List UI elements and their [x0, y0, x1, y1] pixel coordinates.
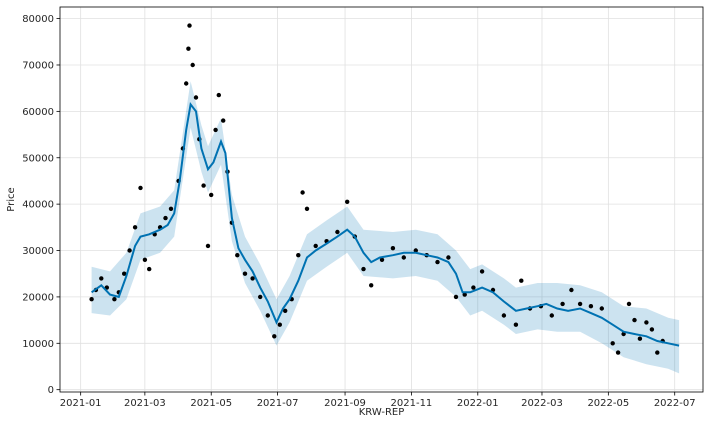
- observation-point: [184, 81, 189, 86]
- observation-point: [304, 206, 310, 211]
- x-tick-label: 2022-07: [654, 398, 696, 409]
- y-tick-label: 50000: [22, 153, 54, 164]
- uncertainty-band: [91, 81, 680, 374]
- forecast-line: [91, 101, 680, 347]
- observation-point: [519, 278, 524, 283]
- observation-point: [513, 322, 519, 327]
- observation-point: [163, 215, 168, 221]
- x-tick-label: 2021-11: [391, 398, 433, 409]
- observation-point: [501, 313, 507, 318]
- y-tick-label: 40000: [22, 200, 54, 211]
- observation-point: [361, 266, 366, 272]
- y-axis-ticks: 0 10000 20000 30000 40000 50000 60000 70000 8000…: [22, 14, 60, 396]
- observation-point: [216, 92, 221, 98]
- observation-point: [213, 127, 218, 133]
- observation-point: [401, 255, 406, 260]
- observation-point: [300, 190, 305, 195]
- observation-point: [462, 292, 467, 297]
- observation-point: [99, 276, 104, 281]
- observation-point: [201, 183, 206, 188]
- observation-point: [615, 350, 621, 355]
- observation-point: [265, 313, 270, 318]
- observation-point: [142, 257, 148, 262]
- observation-point: [89, 297, 94, 302]
- observation-point: [390, 246, 396, 251]
- y-tick-label: 0: [48, 385, 54, 396]
- observation-point: [379, 257, 385, 262]
- x-tick-label: 2021-01: [60, 398, 102, 409]
- observation-point: [235, 253, 240, 258]
- observation-point: [446, 255, 451, 260]
- observation-point: [413, 248, 418, 253]
- y-tick-label: 30000: [22, 246, 54, 257]
- observation-point: [577, 301, 583, 307]
- observation-point: [644, 320, 649, 325]
- observation-point: [632, 317, 637, 323]
- observation-point: [626, 301, 632, 307]
- observation-point: [479, 269, 485, 274]
- observation-point: [258, 294, 263, 300]
- observation-point: [138, 185, 143, 191]
- observation-point: [221, 118, 226, 123]
- observation-point: [610, 341, 615, 346]
- observation-point: [453, 294, 459, 300]
- observation-point: [560, 301, 565, 307]
- observation-point: [637, 336, 643, 341]
- observation-point: [242, 271, 248, 276]
- observation-point: [132, 225, 138, 230]
- y-axis-label: Price: [6, 187, 17, 211]
- observation-point: [549, 313, 554, 318]
- observation-point: [649, 327, 655, 332]
- observation-point: [209, 192, 214, 198]
- x-tick-label: 2022-03: [521, 398, 563, 409]
- y-tick-label: 70000: [22, 60, 54, 71]
- observation-point: [187, 23, 192, 28]
- observation-point: [283, 308, 288, 313]
- observation-point: [435, 259, 440, 265]
- y-tick-label: 10000: [22, 339, 54, 350]
- plot-frame: [59, 6, 704, 393]
- y-tick-label: 20000: [22, 292, 54, 303]
- observation-point: [127, 248, 132, 253]
- x-tick-label: 2021-07: [257, 398, 299, 409]
- observation-point: [272, 334, 277, 339]
- observation-point: [569, 287, 574, 293]
- x-tick-label: 2022-01: [457, 398, 499, 409]
- observation-point: [168, 206, 174, 211]
- observation-point: [313, 243, 318, 249]
- x-tick-label: 2021-03: [124, 398, 166, 409]
- observation-point: [471, 285, 476, 290]
- y-tick-label: 80000: [22, 14, 54, 25]
- x-tick-label: 2021-05: [190, 398, 232, 409]
- observation-point: [277, 322, 282, 327]
- observation-point: [122, 271, 127, 276]
- observation-point: [205, 243, 211, 249]
- observation-point: [335, 229, 340, 235]
- observation-point: [147, 266, 152, 272]
- observation-point: [112, 297, 117, 302]
- observation-point: [193, 95, 199, 100]
- grid: [60, 7, 703, 392]
- observation-point: [369, 283, 374, 288]
- observation-point: [186, 46, 191, 51]
- observation-point: [599, 306, 604, 311]
- x-tick-label: 2021-09: [324, 398, 366, 409]
- x-axis-label: KRW-REP: [359, 407, 405, 418]
- y-tick-label: 60000: [22, 107, 54, 118]
- observation-point: [655, 350, 660, 355]
- observation-point: [345, 199, 350, 204]
- observation-point: [588, 304, 594, 309]
- observation-point: [250, 276, 255, 281]
- x-axis-ticks: 2021-01 2021-03 2021-05 2021-07 2021-09 2021-…: [60, 392, 696, 409]
- observation-point: [190, 62, 195, 68]
- observations: [89, 23, 665, 355]
- x-tick-label: 2022-05: [587, 398, 629, 409]
- observation-point: [296, 253, 301, 258]
